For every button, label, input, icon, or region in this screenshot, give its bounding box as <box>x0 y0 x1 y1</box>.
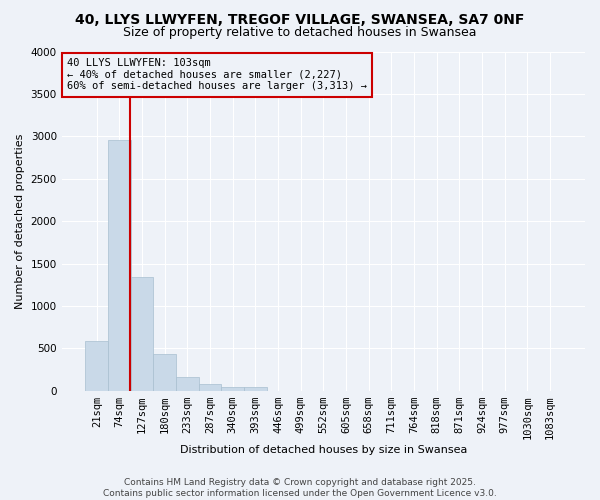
Bar <box>221 387 244 391</box>
Y-axis label: Number of detached properties: Number of detached properties <box>15 134 25 309</box>
Bar <box>131 277 154 391</box>
Bar <box>176 378 199 391</box>
Bar <box>85 341 108 391</box>
Text: 40, LLYS LLWYFEN, TREGOF VILLAGE, SWANSEA, SA7 0NF: 40, LLYS LLWYFEN, TREGOF VILLAGE, SWANSE… <box>76 12 524 26</box>
Bar <box>108 140 131 391</box>
Bar <box>154 354 176 391</box>
X-axis label: Distribution of detached houses by size in Swansea: Distribution of detached houses by size … <box>179 445 467 455</box>
Text: 40 LLYS LLWYFEN: 103sqm
← 40% of detached houses are smaller (2,227)
60% of semi: 40 LLYS LLWYFEN: 103sqm ← 40% of detache… <box>67 58 367 92</box>
Bar <box>244 388 266 391</box>
Bar <box>199 384 221 391</box>
Text: Size of property relative to detached houses in Swansea: Size of property relative to detached ho… <box>123 26 477 39</box>
Text: Contains HM Land Registry data © Crown copyright and database right 2025.
Contai: Contains HM Land Registry data © Crown c… <box>103 478 497 498</box>
